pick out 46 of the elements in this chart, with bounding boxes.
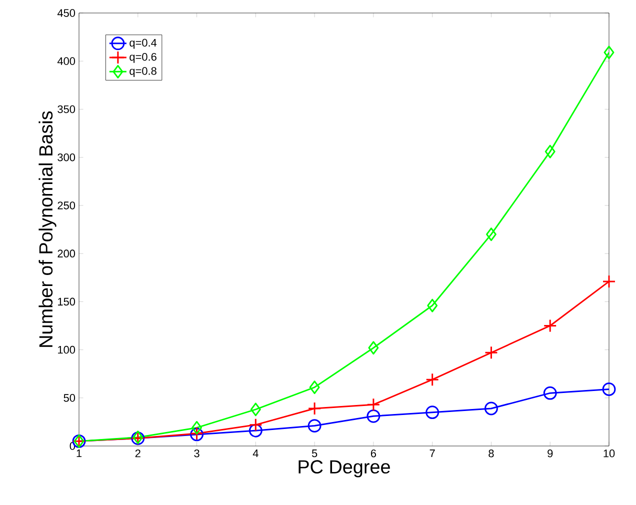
x-tick-label: 1 <box>76 450 82 458</box>
legend-label: q=0.4 <box>130 38 157 49</box>
point <box>248 418 262 432</box>
y-tick-label: 350 <box>58 105 76 114</box>
point <box>604 46 614 60</box>
x-tick-label: 7 <box>430 450 435 458</box>
y-axis-title: Number of Polynomial Basis <box>38 111 56 347</box>
point <box>427 298 438 312</box>
x-tick-label: 3 <box>194 450 200 458</box>
x-tick-label: 4 <box>252 450 258 458</box>
point <box>602 382 616 396</box>
legend-label: q=0.6 <box>130 52 156 63</box>
x-tick-label: 8 <box>488 450 494 458</box>
point <box>543 318 557 332</box>
x-tick-label: 6 <box>370 450 376 458</box>
y-tick-label: 250 <box>58 202 76 210</box>
point <box>484 402 498 416</box>
point <box>543 386 557 400</box>
point <box>366 398 380 412</box>
point <box>192 420 202 434</box>
y-tick-label: 450 <box>57 9 76 17</box>
point <box>484 346 498 360</box>
point <box>309 380 320 394</box>
y-tick-label: 400 <box>57 57 76 65</box>
y-tick-label: 50 <box>64 394 76 402</box>
y-tick-label: 100 <box>58 346 76 354</box>
point <box>248 424 262 438</box>
point <box>426 372 440 386</box>
legend-label: q=0.8 <box>130 67 156 78</box>
point <box>250 402 261 416</box>
point <box>544 144 556 158</box>
x-tick-label: 10 <box>604 450 615 458</box>
point <box>602 274 616 288</box>
point <box>486 228 496 242</box>
y-tick-label: 300 <box>58 153 76 162</box>
point <box>308 402 322 416</box>
x-tick-label: 9 <box>548 450 553 458</box>
x-tick-label: 2 <box>135 450 140 458</box>
y-tick-label: 200 <box>58 250 76 258</box>
x-axis-title: PC Degree <box>298 460 390 478</box>
point <box>426 406 440 420</box>
point <box>308 419 322 433</box>
point <box>366 409 380 423</box>
y-tick-label: 150 <box>58 298 76 306</box>
point <box>368 341 379 355</box>
x-tick-label: 5 <box>312 450 318 458</box>
